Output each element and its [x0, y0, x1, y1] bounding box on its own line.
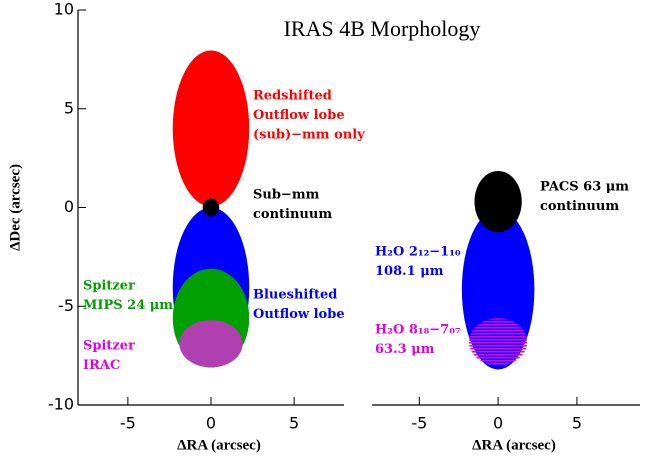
annotation: Outflow lobe: [253, 108, 345, 123]
x-tick-label: 5: [572, 414, 582, 433]
y-tick-label: 5: [64, 98, 74, 117]
annotation: (sub)−mm only: [253, 128, 365, 143]
annotation: Outflow lobe: [253, 307, 345, 322]
annotation: H₂O 2₁₂−1₁₀: [375, 245, 461, 260]
annotation: IRAC: [83, 358, 120, 373]
x-axis-label: ΔRA (arcsec): [177, 437, 261, 453]
chart-title: IRAS 4B Morphology: [284, 16, 481, 41]
y-tick-label: -10: [48, 395, 74, 414]
x-tick-label: -5: [120, 414, 136, 433]
x-tick-label: 0: [493, 414, 503, 433]
y-axis-label: ΔDec (arcsec): [7, 164, 23, 251]
annotation: H₂O 8₁₈−7₀₇: [375, 323, 461, 338]
annotation: continuum: [253, 207, 332, 222]
annotation: MIPS 24 μm: [83, 298, 173, 313]
annotation: 108.1 μm: [375, 264, 444, 279]
ellipse: [202, 198, 220, 217]
annotation: Spitzer: [83, 279, 135, 294]
y-tick-label: 10: [54, 0, 74, 19]
x-tick-label: 0: [206, 414, 216, 433]
annotation: 63.3 μm: [375, 342, 435, 357]
ellipse: [474, 170, 522, 233]
annotation: Spitzer: [83, 339, 135, 354]
ellipse: [172, 50, 250, 207]
y-tick-label: -5: [58, 296, 74, 315]
annotation: Redshifted: [253, 89, 332, 104]
annotation: Blueshifted: [253, 288, 337, 303]
annotation: continuum: [540, 199, 619, 214]
annotation: PACS 63 μm: [540, 180, 629, 195]
annotation: Sub−mm: [253, 188, 320, 203]
ellipse: [179, 320, 243, 368]
ellipse: [468, 318, 528, 366]
x-tick-label: 5: [289, 414, 299, 433]
x-tick-label: -5: [411, 414, 427, 433]
x-axis-label: ΔRA (arcsec): [472, 437, 556, 453]
y-tick-label: 0: [64, 197, 74, 216]
